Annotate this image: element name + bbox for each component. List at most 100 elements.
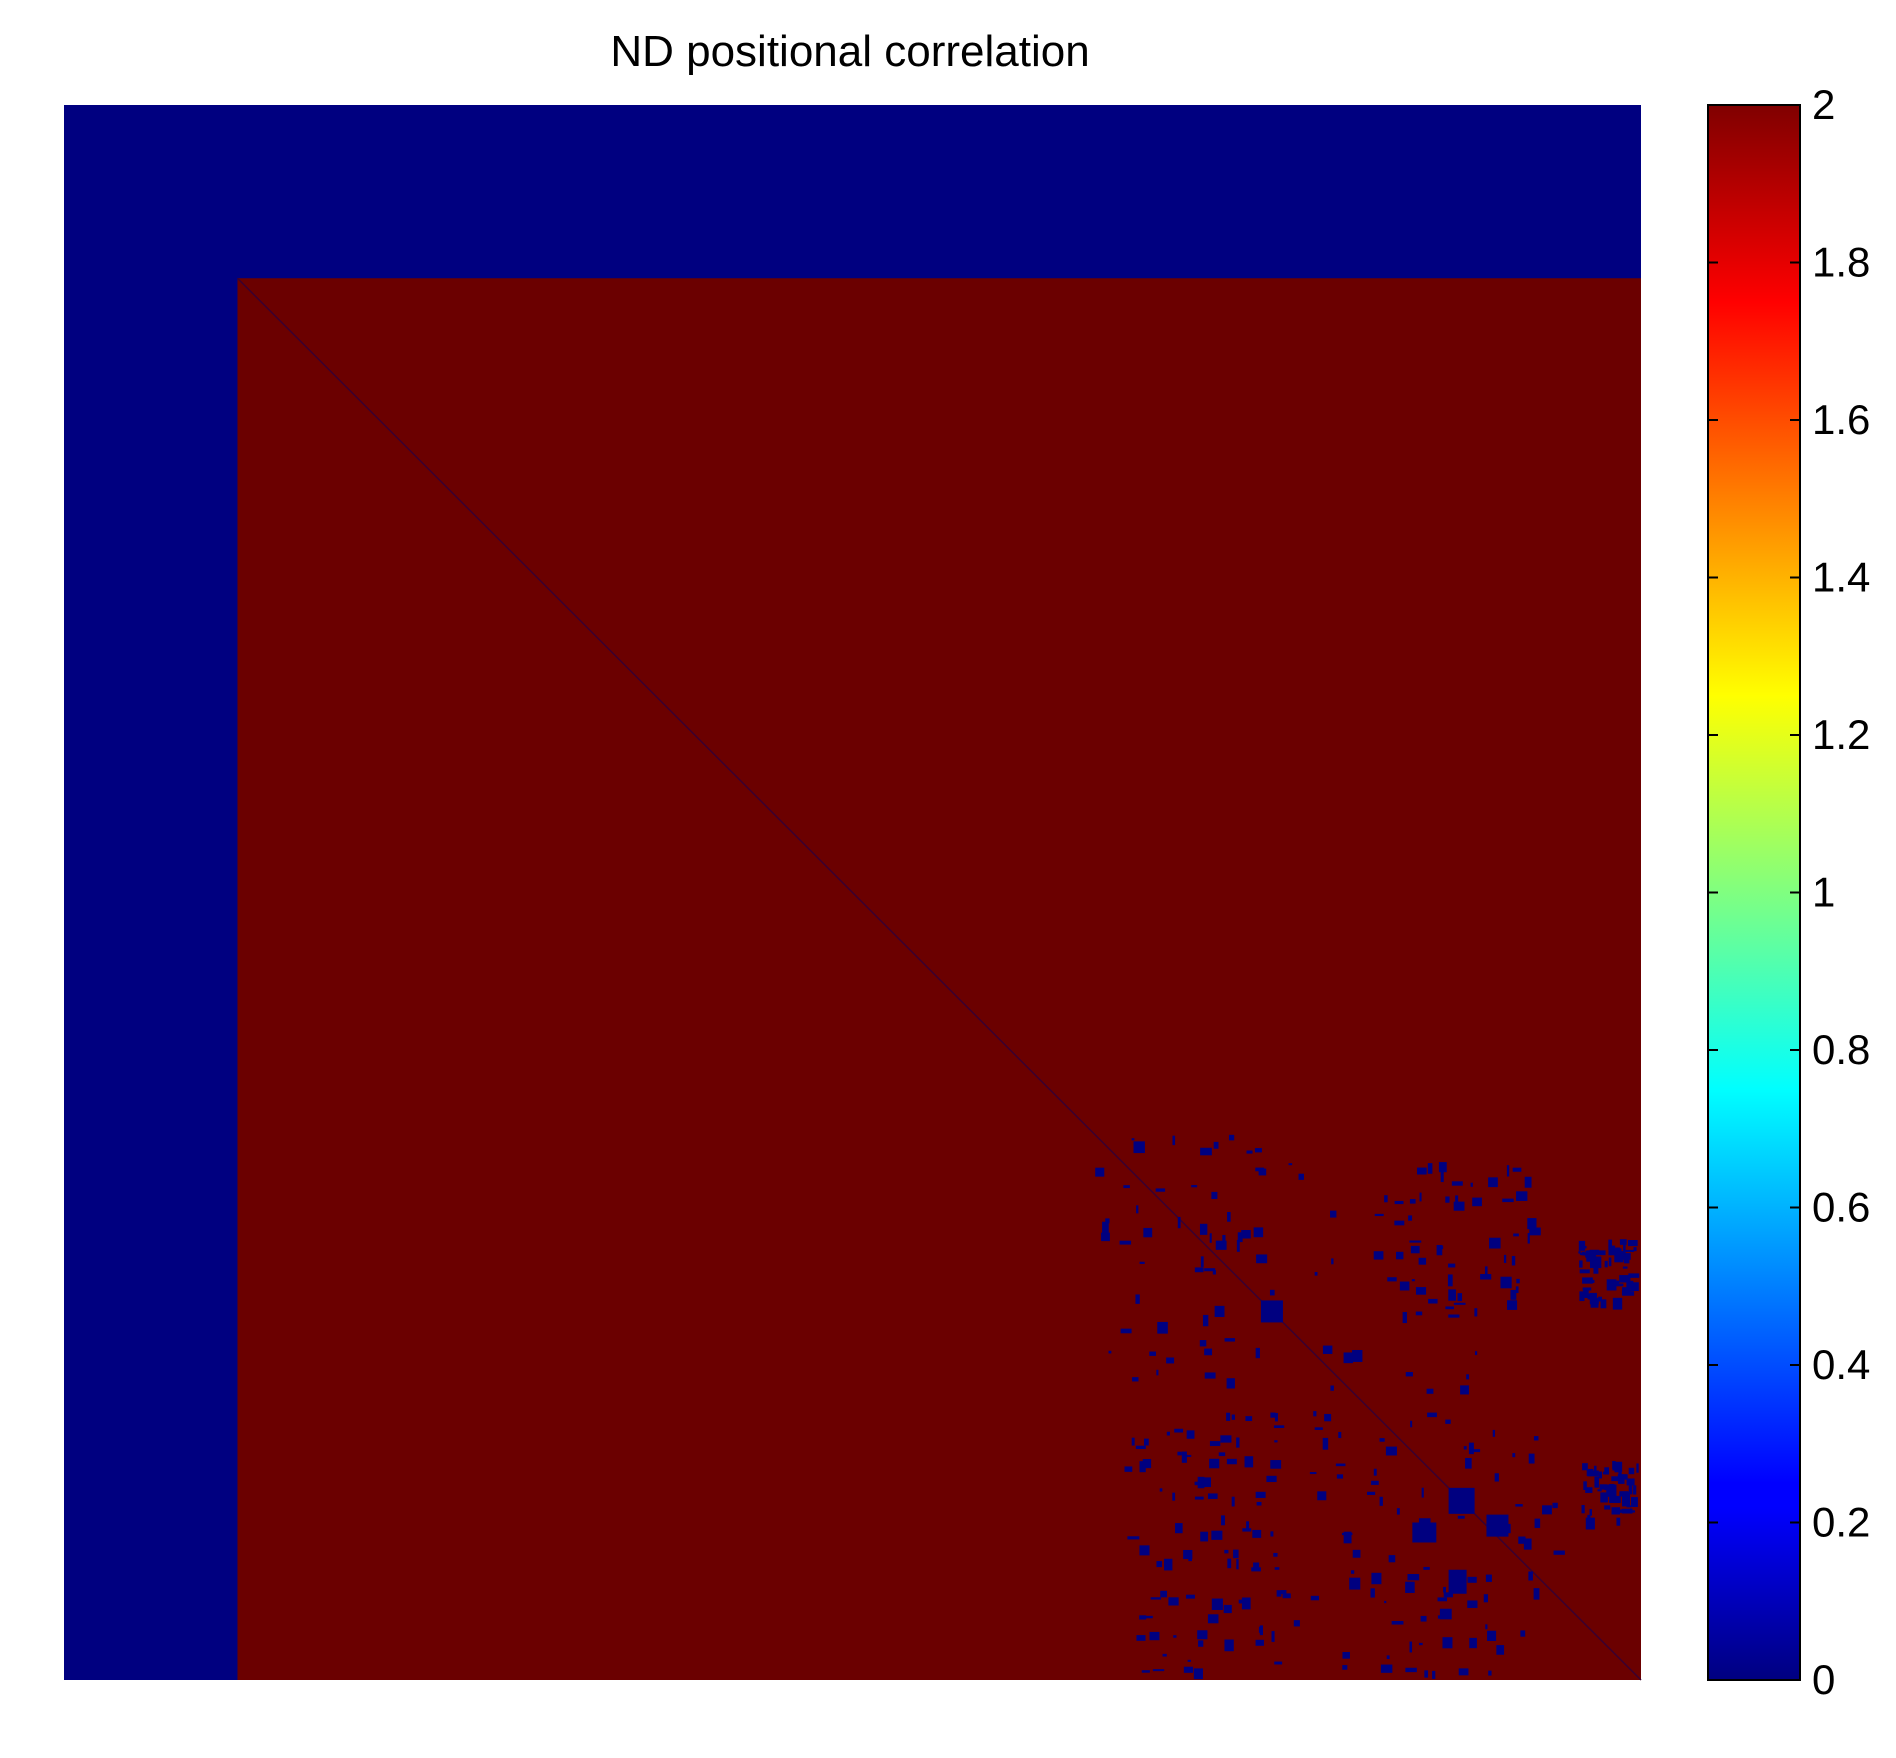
heatmap-cluster-cell (1626, 1478, 1635, 1486)
heatmap-cluster-cell (1455, 1195, 1459, 1207)
heatmap-cluster-cell (1139, 1261, 1145, 1264)
heatmap-cluster-cell (1370, 1588, 1375, 1598)
heatmap-cluster-cell (1619, 1239, 1627, 1245)
heatmap-cluster-cell (1188, 1557, 1192, 1562)
heatmap-cluster-cell (1342, 1652, 1350, 1659)
heatmap-cluster-cell (1496, 1645, 1505, 1655)
heatmap-cluster-cell (1233, 1549, 1239, 1559)
heatmap-cluster-cell (1194, 1496, 1204, 1500)
heatmap-cluster-cell (1144, 1438, 1149, 1446)
heatmap-cluster-cell (1193, 1668, 1203, 1680)
heatmap-cluster-cell (1494, 1473, 1499, 1482)
heatmap-cluster-cell (1415, 1311, 1423, 1316)
heatmap-cluster-cell (1236, 1239, 1240, 1252)
heatmap-cluster-cell (1405, 1581, 1415, 1593)
heatmap-cluster-cell (1503, 1254, 1507, 1263)
heatmap-cluster-cell (1588, 1470, 1599, 1477)
heatmap-cluster-cell (1598, 1471, 1603, 1479)
heatmap-cluster-cell (1274, 1661, 1283, 1665)
heatmap-cluster-cell (1587, 1293, 1594, 1300)
colorbar-tick-label: 1.4 (1812, 554, 1870, 601)
heatmap-cluster-cell (1614, 1251, 1624, 1263)
heatmap-cluster-cell (1516, 1191, 1528, 1201)
heatmap-cluster-cell (1533, 1436, 1539, 1441)
heatmap-cluster-cell (1394, 1220, 1405, 1226)
heatmap-cluster-cell (1506, 1523, 1511, 1534)
heatmap-cluster-cell (1512, 1167, 1522, 1172)
heatmap-cluster-cell (1608, 1483, 1615, 1493)
heatmap-cluster-cell (1237, 1232, 1243, 1243)
heatmap-cluster-cell (1220, 1435, 1232, 1443)
heatmap-cluster-cell (1132, 1377, 1139, 1382)
heatmap-cluster-cell (1608, 1245, 1616, 1256)
heatmap-cluster-cell (1468, 1442, 1474, 1455)
heatmap-cluster-cell (1460, 1385, 1469, 1395)
heatmap-cluster-cell (1628, 1285, 1631, 1294)
heatmap-cluster-cell (1273, 1552, 1278, 1557)
heatmap-cluster-cell (1258, 1168, 1267, 1176)
heatmap-cluster-cell (1622, 1287, 1629, 1295)
heatmap-cluster-cell (1427, 1412, 1437, 1418)
heatmap-cluster-cell (1338, 1431, 1342, 1439)
heatmap-cluster-cell (1604, 1487, 1611, 1491)
heatmap-cluster-cell (1379, 1438, 1385, 1442)
heatmap-cluster-cell (1439, 1608, 1452, 1620)
heatmap-cluster-cell (1585, 1517, 1595, 1530)
heatmap-diagonal (236, 277, 1642, 1681)
chart-title: ND positional correlation (610, 27, 1089, 76)
heatmap-cluster-cell (1102, 1221, 1109, 1234)
heatmap-cluster-cell (1438, 1162, 1447, 1173)
heatmap-cluster-cell (1451, 1181, 1463, 1186)
heatmap-cluster-cell (1457, 1293, 1463, 1302)
heatmap-cluster-cell (1207, 1493, 1218, 1499)
heatmap-cluster-cell (1470, 1182, 1473, 1187)
heatmap-cluster-cell (1436, 1244, 1443, 1256)
heatmap-cluster-cell (1266, 1475, 1277, 1483)
heatmap-cluster-cell (1616, 1280, 1620, 1287)
heatmap-cluster-cell (1410, 1245, 1420, 1254)
heatmap-cluster-cell (1255, 1167, 1265, 1172)
heatmap-cluster-cell (1518, 1536, 1526, 1544)
heatmap-cluster-cell (1500, 1276, 1512, 1289)
heatmap-cluster-cell (1600, 1492, 1608, 1503)
heatmap-cluster-cell (1218, 1452, 1226, 1457)
heatmap-cluster-cell (1474, 1351, 1478, 1356)
heatmap-cluster-cell (1391, 1620, 1404, 1625)
heatmap-cluster-cell (1373, 1468, 1377, 1476)
heatmap-cluster-cell (1618, 1466, 1622, 1476)
heatmap-cluster-cell (1585, 1252, 1589, 1258)
heatmap-cluster-cell (1330, 1210, 1337, 1218)
heatmap-cluster-cell (1606, 1279, 1617, 1291)
heatmap-cluster-cell (1352, 1349, 1363, 1362)
heatmap-cluster-cell (1177, 1451, 1182, 1456)
heatmap-cluster-cell (1131, 1138, 1135, 1141)
heatmap-cluster-cell (1428, 1298, 1438, 1304)
heatmap-cluster-cell (1622, 1495, 1631, 1507)
heatmap-cluster-cell (1510, 1289, 1517, 1300)
heatmap-cluster-cell (1226, 1378, 1235, 1389)
heatmap-cluster-cell (1164, 1558, 1173, 1571)
heatmap-cluster-cell (1427, 1163, 1433, 1174)
heatmap-cluster-cell (1502, 1198, 1514, 1203)
heatmap-cluster-cell (1270, 1412, 1276, 1418)
heatmap-cluster-cell (1409, 1240, 1422, 1243)
heatmap-cluster-cell (1410, 1420, 1413, 1428)
heatmap-cluster-cell (1608, 1257, 1612, 1267)
heatmap-cluster-cell (1599, 1484, 1608, 1490)
heatmap-cluster-block (1448, 1569, 1467, 1594)
heatmap-cluster-cell (1241, 1229, 1251, 1239)
heatmap-cluster-cell (1489, 1237, 1501, 1249)
heatmap-cluster-cell (1209, 1441, 1221, 1447)
heatmap-cluster-cell (1213, 1141, 1219, 1149)
heatmap-cluster-cell (1609, 1495, 1621, 1503)
colorbar: 0 0.2 0.4 0.6 0.8 1 1.2 1.4 1.6 1.8 2 (1707, 81, 1870, 1703)
heatmap-cluster-cell (1095, 1167, 1105, 1177)
heatmap-cluster-cell (1228, 1134, 1235, 1141)
heatmap-cluster-block (1260, 1300, 1283, 1323)
heatmap-cluster-cell (1314, 1427, 1323, 1430)
heatmap-cluster-cell (1374, 1213, 1384, 1217)
heatmap-cluster-cell (1199, 1223, 1208, 1235)
heatmap-cluster-cell (1612, 1297, 1623, 1310)
heatmap-cluster-cell (1407, 1574, 1420, 1581)
colorbar-gradient (1707, 104, 1801, 1681)
